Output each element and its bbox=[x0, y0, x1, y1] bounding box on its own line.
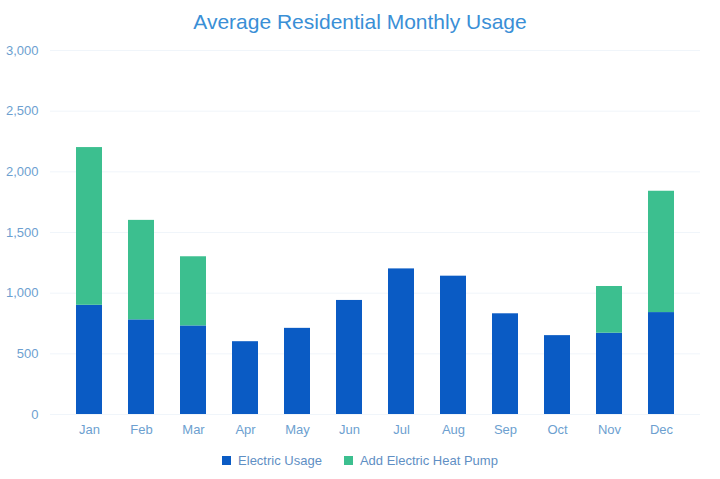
svg-text:Feb: Feb bbox=[130, 422, 152, 437]
svg-text:Oct: Oct bbox=[547, 422, 568, 437]
svg-text:Aug: Aug bbox=[442, 422, 465, 437]
svg-text:2,500: 2,500 bbox=[6, 103, 39, 118]
svg-text:Nov: Nov bbox=[598, 422, 622, 437]
svg-text:1,000: 1,000 bbox=[6, 285, 39, 300]
svg-text:Apr: Apr bbox=[235, 422, 256, 437]
html-text:Electric Usage: Electric Usage bbox=[238, 453, 322, 468]
svg-text:Jul: Jul bbox=[393, 422, 410, 437]
html-text:Average Residential Monthly Us: Average Residential Monthly Usage bbox=[193, 10, 527, 33]
svg-text:Sep: Sep bbox=[494, 422, 517, 437]
svg-text:0: 0 bbox=[31, 407, 38, 422]
svg-text:Mar: Mar bbox=[182, 422, 205, 437]
svg-text:Jun: Jun bbox=[339, 422, 360, 437]
svg-text:3,000: 3,000 bbox=[6, 43, 39, 58]
html-text:Add Electric Heat Pump: Add Electric Heat Pump bbox=[359, 453, 498, 468]
svg-text:1,500: 1,500 bbox=[6, 225, 39, 240]
svg-text:2,000: 2,000 bbox=[6, 164, 39, 179]
svg-text:May: May bbox=[285, 422, 310, 437]
svg-text:500: 500 bbox=[17, 346, 39, 361]
svg-text:Dec: Dec bbox=[650, 422, 674, 437]
svg-text:Jan: Jan bbox=[79, 422, 100, 437]
